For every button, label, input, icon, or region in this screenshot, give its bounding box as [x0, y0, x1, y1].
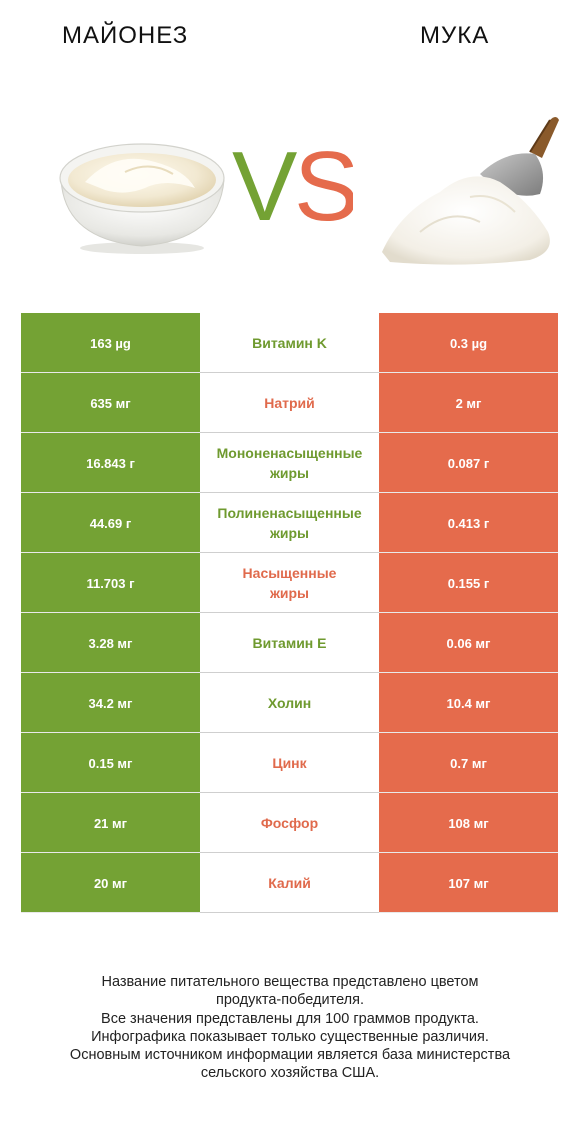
- row-divider: [21, 912, 200, 913]
- footnote-line: Название питательного вещества представл…: [101, 974, 479, 990]
- row-divider: [21, 852, 558, 853]
- table-row: 635 мг Натрий 2 мг: [21, 373, 558, 433]
- nutrient-name-line: жиры: [269, 525, 310, 541]
- flour-image: [382, 117, 559, 265]
- nutrient-name: Натрий: [200, 373, 379, 433]
- nutrient-name-line: Полиненасыщенные: [217, 505, 362, 521]
- nutrient-name-line: Фосфор: [260, 815, 319, 831]
- nutrient-name-line: Витамин K: [252, 335, 327, 351]
- table-row: 11.703 г Насыщенные жиры 0.155 г: [21, 553, 558, 613]
- nutrient-name-line: жиры: [269, 465, 310, 481]
- footnote: Название питательного вещества представл…: [20, 973, 560, 1083]
- right-value: 0.06 мг: [379, 613, 558, 673]
- row-divider: [21, 852, 200, 853]
- row-divider: [379, 852, 558, 853]
- left-value: 21 мг: [21, 793, 200, 853]
- nutrient-name: Калий: [200, 853, 379, 913]
- vs-letter-v: V: [232, 132, 297, 232]
- left-value: 11.703 г: [21, 553, 200, 613]
- nutrient-name-line: Калий: [268, 875, 311, 891]
- left-value: 163 µg: [21, 313, 200, 373]
- row-divider: [21, 672, 558, 673]
- row-divider: [21, 912, 558, 913]
- vs-letter-s: S: [294, 132, 353, 232]
- row-divider: [21, 552, 200, 553]
- table-row: 21 мг Фосфор 108 мг: [21, 793, 558, 853]
- table-row: 34.2 мг Холин 10.4 мг: [21, 673, 558, 733]
- left-value: 20 мг: [21, 853, 200, 913]
- nutrient-name: Витамин K: [200, 313, 379, 373]
- nutrient-name: Холин: [200, 673, 379, 733]
- mayonnaise-image: [59, 143, 225, 254]
- row-divider: [379, 672, 558, 673]
- footnote-line: Инфографика показывает только существенн…: [91, 1028, 489, 1045]
- nutrient-name: Витамин E: [200, 613, 379, 673]
- right-value: 0.087 г: [379, 433, 558, 493]
- row-divider: [379, 372, 558, 373]
- row-divider: [379, 612, 558, 613]
- nutrient-name-line: Насыщенные: [242, 565, 337, 581]
- row-divider: [21, 552, 558, 553]
- left-value: 3.28 мг: [21, 613, 200, 673]
- table-row: 3.28 мг Витамин E 0.06 мг: [21, 613, 558, 673]
- nutrient-name-line: Витамин E: [252, 635, 327, 651]
- row-divider: [21, 732, 558, 733]
- nutrient-name: Фосфор: [200, 793, 379, 853]
- row-divider: [379, 492, 558, 493]
- left-value: 34.2 мг: [21, 673, 200, 733]
- left-value: 16.843 г: [21, 433, 200, 493]
- right-value: 2 мг: [379, 373, 558, 433]
- right-product-title: МУКА: [420, 22, 490, 49]
- table-row: 163 µg Витамин K 0.3 µg: [21, 313, 558, 373]
- footnote-line: Все значения представлены для 100 граммо…: [101, 1010, 479, 1027]
- nutrient-name-line: Натрий: [264, 395, 315, 411]
- footnote-line: сельского хозяйства США.: [200, 1065, 380, 1082]
- row-divider: [21, 672, 200, 673]
- left-value: 635 мг: [21, 373, 200, 433]
- row-divider: [379, 432, 558, 433]
- row-divider: [379, 732, 558, 733]
- row-divider: [379, 912, 558, 913]
- footnote-line: продукта-победителя.: [215, 992, 365, 1009]
- row-divider: [21, 432, 558, 433]
- nutrient-name: Насыщенные жиры: [200, 553, 379, 613]
- nutrient-name-line: Холин: [267, 695, 312, 711]
- right-value: 108 мг: [379, 793, 558, 853]
- row-divider: [21, 732, 200, 733]
- nutrient-name: Цинк: [200, 733, 379, 793]
- right-value: 10.4 мг: [379, 673, 558, 733]
- left-product-title: МАЙОНЕЗ: [62, 22, 189, 49]
- row-divider: [21, 432, 200, 433]
- nutrient-name: Мононенасыщенные жиры: [200, 433, 379, 493]
- row-divider: [21, 492, 558, 493]
- vs-label: V S: [232, 132, 353, 232]
- nutrient-name-line: жиры: [269, 585, 310, 601]
- right-value: 0.155 г: [379, 553, 558, 613]
- table-row: 20 мг Калий 107 мг: [21, 853, 558, 913]
- right-value: 0.3 µg: [379, 313, 558, 373]
- row-divider: [21, 792, 200, 793]
- nutrient-name-line: Цинк: [272, 755, 307, 771]
- table-row: 16.843 г Мононенасыщенные жиры 0.087 г: [21, 433, 558, 493]
- row-divider: [379, 792, 558, 793]
- table-row: 0.15 мг Цинк 0.7 мг: [21, 733, 558, 793]
- nutrient-name: Полиненасыщенные жиры: [200, 493, 379, 553]
- row-divider: [21, 372, 558, 373]
- right-value: 0.7 мг: [379, 733, 558, 793]
- row-divider: [21, 372, 200, 373]
- footnote-line: Основным источником информации является …: [69, 1047, 511, 1064]
- right-value: 0.413 г: [379, 493, 558, 553]
- row-divider: [379, 552, 558, 553]
- row-divider: [21, 492, 200, 493]
- nutrient-name-line: Мононенасыщенные: [216, 445, 363, 461]
- comparison-table: 163 µg Витамин K 0.3 µg 635 мг Натрий 2 мг 16.…: [21, 313, 558, 913]
- left-value: 0.15 мг: [21, 733, 200, 793]
- row-divider: [21, 612, 200, 613]
- row-divider: [21, 612, 558, 613]
- row-divider: [21, 792, 558, 793]
- table-row: 44.69 г Полиненасыщенные жиры 0.413 г: [21, 493, 558, 553]
- right-value: 107 мг: [379, 853, 558, 913]
- left-value: 44.69 г: [21, 493, 200, 553]
